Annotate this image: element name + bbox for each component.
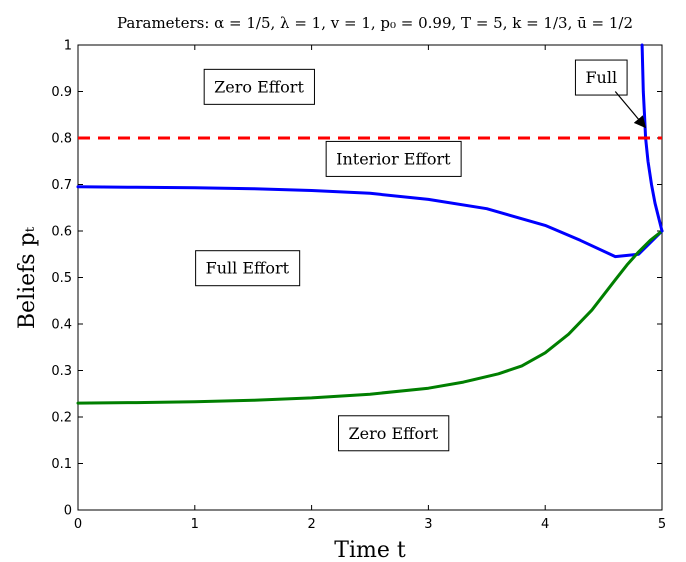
- chart-title: Parameters: α = 1/5, λ = 1, v = 1, p₀ = …: [117, 14, 633, 32]
- region-label-box: [195, 250, 301, 287]
- y-tick-label: 0.1: [51, 457, 72, 472]
- series-layer: [76, 43, 664, 405]
- y-tick-label: 0.8: [51, 132, 72, 147]
- region-label: Zero Effort: [203, 68, 315, 105]
- y-tick-label: 0.5: [51, 271, 72, 286]
- series-line-2: [640, 43, 664, 233]
- x-tick-label: 5: [658, 517, 666, 532]
- y-tick-label: 0.9: [51, 85, 72, 100]
- series-line-1: [76, 229, 664, 405]
- axis-ticks: 0 1 2 3 4 5 0 0.1 0.2 0.3 0.4 0.5 0.6 0.7 0.8 0.9 1: [51, 39, 666, 533]
- region-label-box: [574, 59, 628, 96]
- y-tick-label: 1: [64, 39, 72, 54]
- region-label: Zero Effort: [338, 415, 450, 452]
- x-tick-label: 2: [307, 517, 315, 532]
- y-axis-label: Beliefs pₜ: [15, 226, 40, 329]
- region-label-text: Full Effort: [206, 259, 290, 278]
- y-tick-label: 0.2: [51, 411, 72, 426]
- y-tick-label: 0.4: [51, 318, 72, 333]
- y-tick-label: 0.3: [51, 364, 72, 379]
- region-label-box: [338, 415, 450, 452]
- y-tick-label: 0.6: [51, 225, 72, 240]
- x-axis-label: Time t: [334, 538, 406, 562]
- x-tick-label: 4: [541, 517, 549, 532]
- x-tick-label: 0: [74, 517, 82, 532]
- region-label-box: [325, 140, 462, 177]
- region-label-text: Zero Effort: [349, 424, 439, 443]
- annotation-layer: Zero Effort Interior Effort Full Effort Zer…: [195, 59, 647, 452]
- pointer-arrow: [614, 91, 647, 129]
- region-label-box: [203, 68, 315, 105]
- y-tick-label: 0: [64, 504, 72, 519]
- region-label: Full Effort: [195, 250, 301, 287]
- region-label: Interior Effort: [325, 140, 462, 177]
- region-label-text: Zero Effort: [214, 77, 304, 96]
- series-line-0: [76, 185, 664, 259]
- region-label-text: Interior Effort: [336, 149, 451, 168]
- x-tick-label: 3: [424, 517, 432, 532]
- region-label-text: Full: [585, 68, 617, 87]
- y-tick-label: 0.7: [51, 178, 72, 193]
- region-label: Full: [574, 59, 628, 96]
- x-tick-label: 1: [191, 517, 199, 532]
